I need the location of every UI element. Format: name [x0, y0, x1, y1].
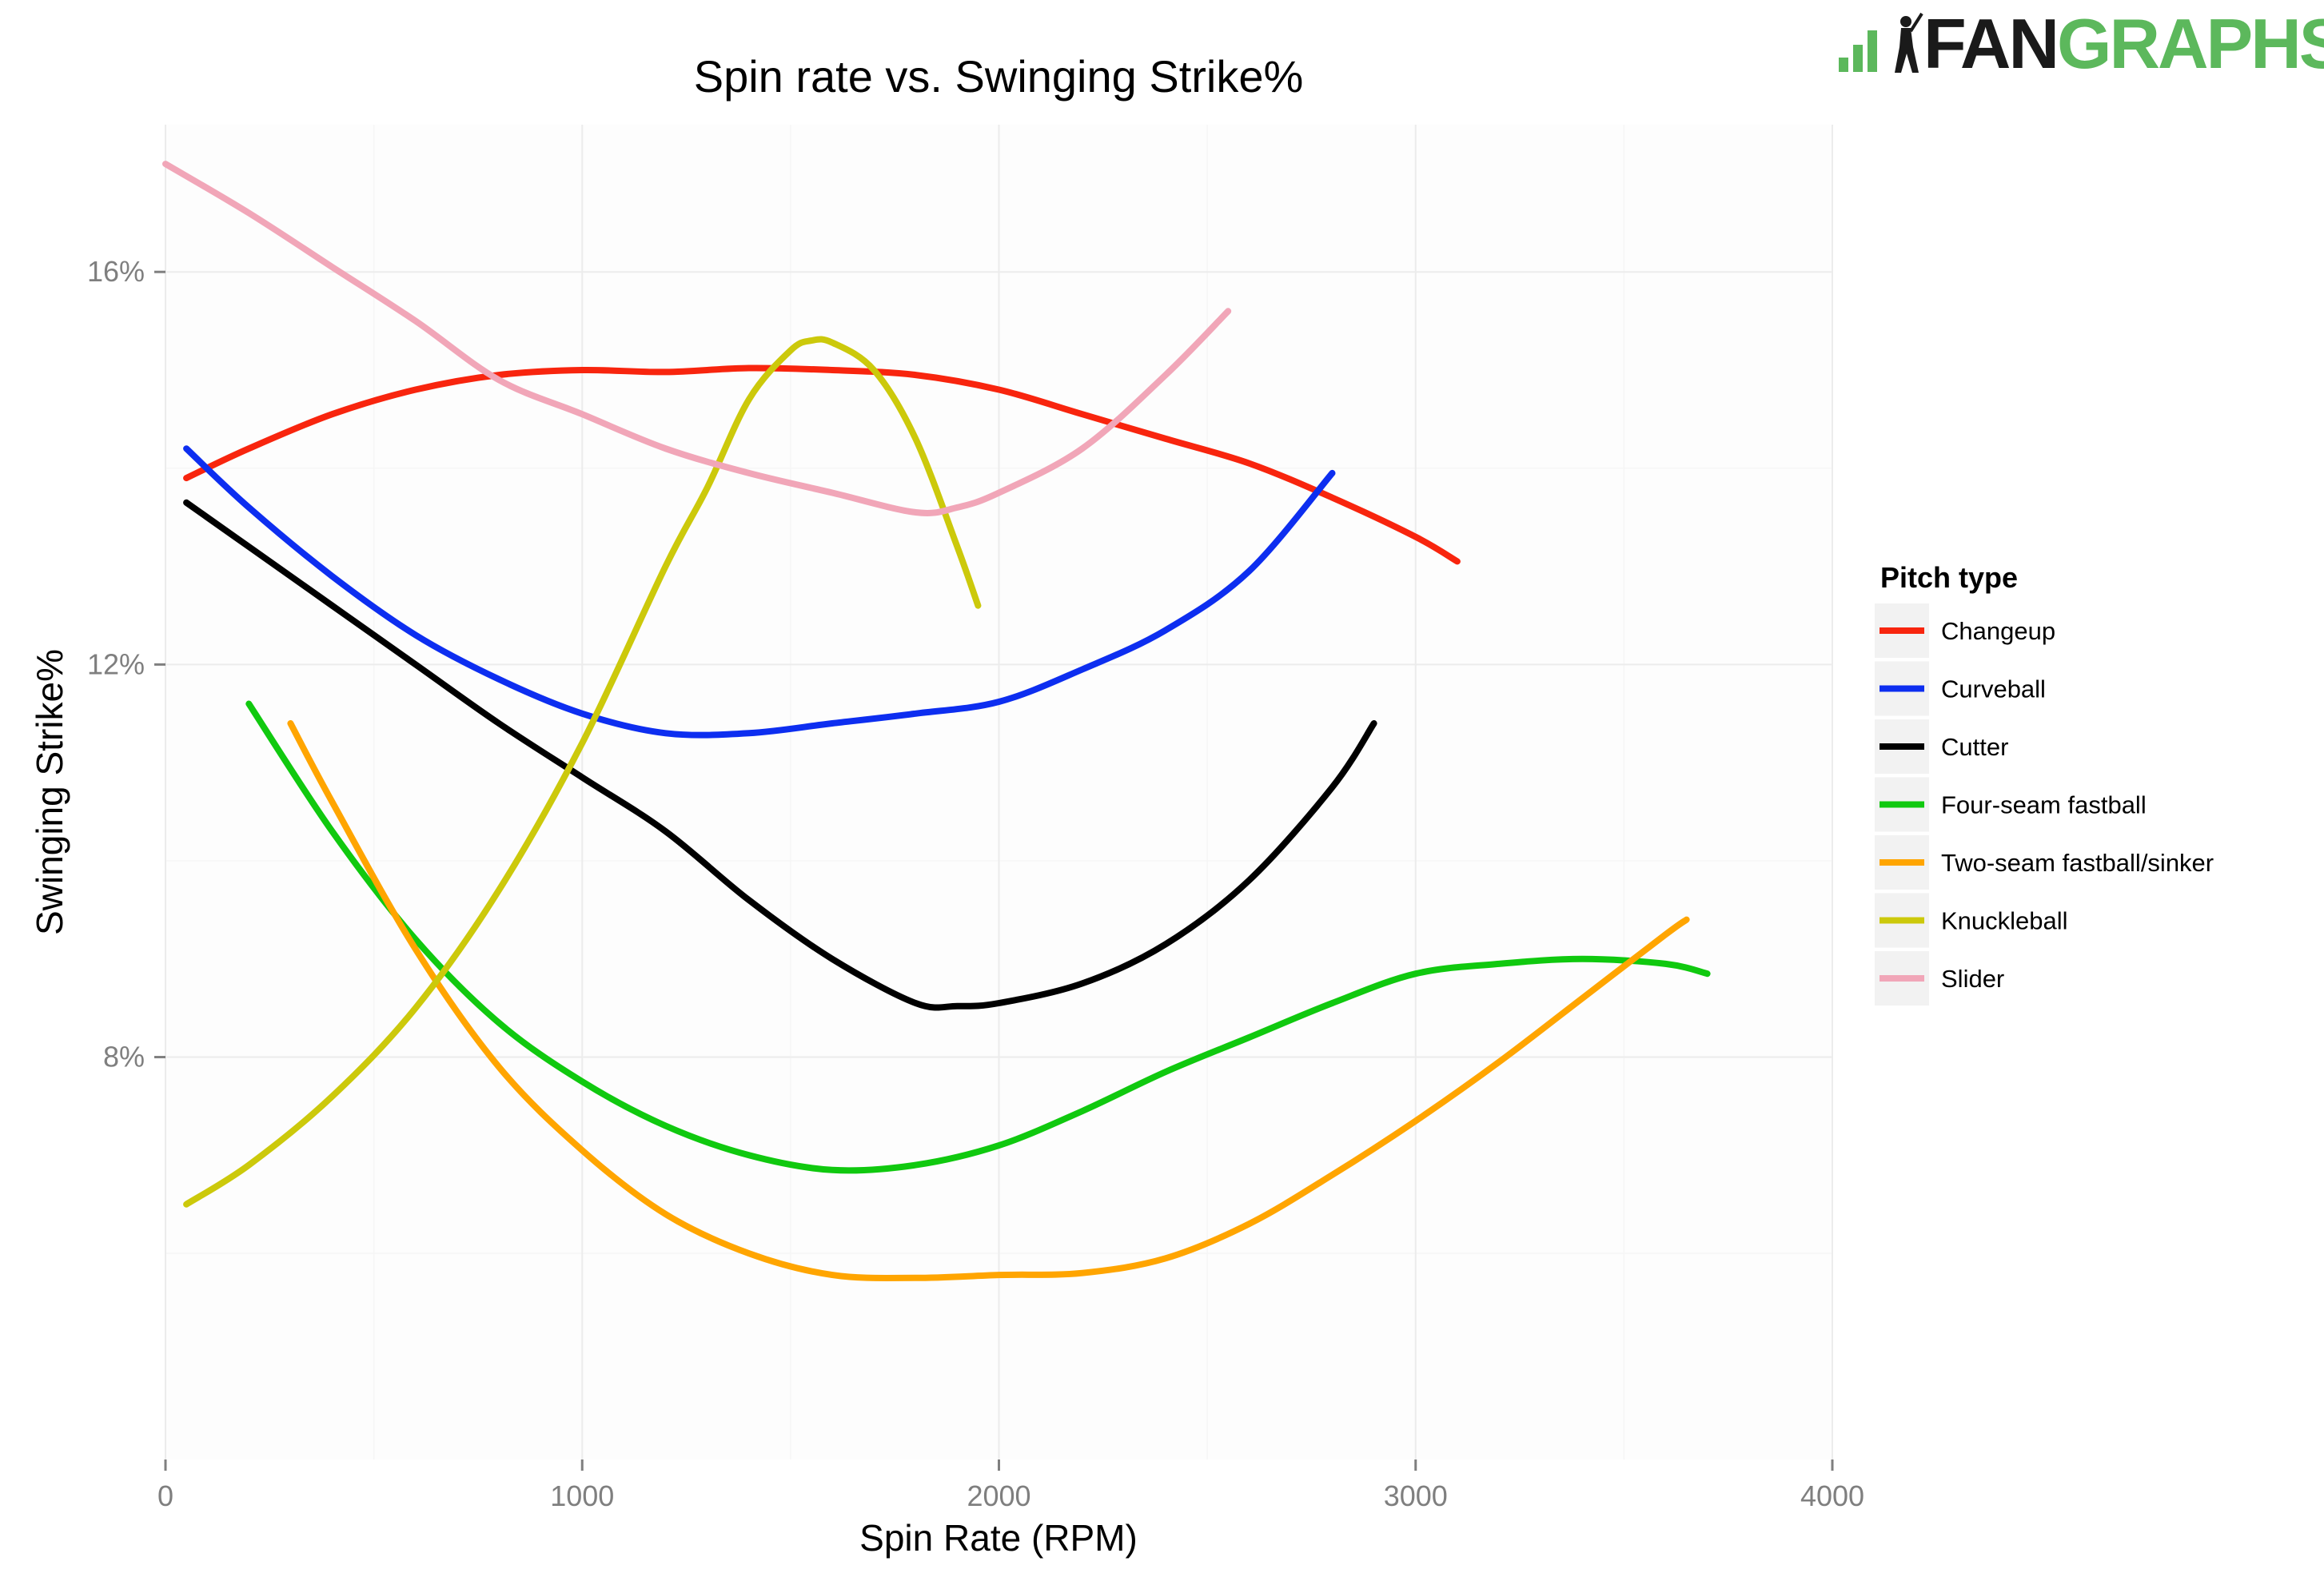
grid-lines — [165, 125, 1833, 1460]
y-tick-label: 8% — [103, 1041, 145, 1073]
legend-label-four-seam-fastball: Four-seam fastball — [1941, 791, 2147, 819]
series-line-knuckleball — [183, 336, 982, 1208]
x-tick-label: 1000 — [550, 1479, 614, 1512]
legend-label-curveball: Curveball — [1941, 675, 2046, 703]
series-line-changeup — [183, 364, 1461, 565]
x-axis-label: Spin Rate (RPM) — [859, 1517, 1138, 1559]
legend-label-changeup: Changeup — [1941, 617, 2055, 645]
axis-ticks — [154, 270, 1834, 1471]
batter-silhouette-icon — [1895, 12, 1923, 73]
logo-text-fan: FAN — [1923, 4, 2059, 83]
y-tick-label: 16% — [87, 255, 145, 288]
legend: Pitch type Changeup Curveball Cutter Four-s… — [1875, 561, 2214, 1006]
legend-title: Pitch type — [1880, 561, 2018, 594]
series-line-two-seam-fastball-sinker — [287, 720, 1690, 1282]
legend-label-two-seam-fastball-sinker: Two-seam fastball/sinker — [1941, 849, 2214, 877]
chart-title: Spin rate vs. Swinging Strike% — [694, 51, 1304, 102]
logo-bars-icon — [1839, 16, 1882, 72]
y-tick-label: 12% — [87, 647, 145, 680]
logo-wordmark: FANGRAPHS — [1923, 9, 2324, 79]
series-line-slider — [162, 161, 1232, 516]
x-tick-label: 4000 — [1800, 1479, 1864, 1512]
legend-label-cutter: Cutter — [1941, 733, 2008, 761]
series-line-four-seam-fastball — [245, 700, 1711, 1174]
logo-text-graphs: GRAPHS — [2057, 4, 2324, 83]
series-line-curveball — [183, 445, 1336, 739]
x-tick-label: 2000 — [967, 1479, 1030, 1512]
series-lines — [162, 161, 1711, 1282]
series-line-cutter — [183, 499, 1377, 1011]
legend-label-slider: Slider — [1941, 965, 2004, 993]
fangraphs-logo: FANGRAPHS — [1839, 8, 2324, 80]
y-axis-label: Swinging Strike% — [29, 649, 70, 935]
x-tick-label: 3000 — [1384, 1479, 1448, 1512]
x-tick-label: 0 — [157, 1479, 173, 1512]
legend-label-knuckleball: Knuckleball — [1941, 907, 2068, 935]
